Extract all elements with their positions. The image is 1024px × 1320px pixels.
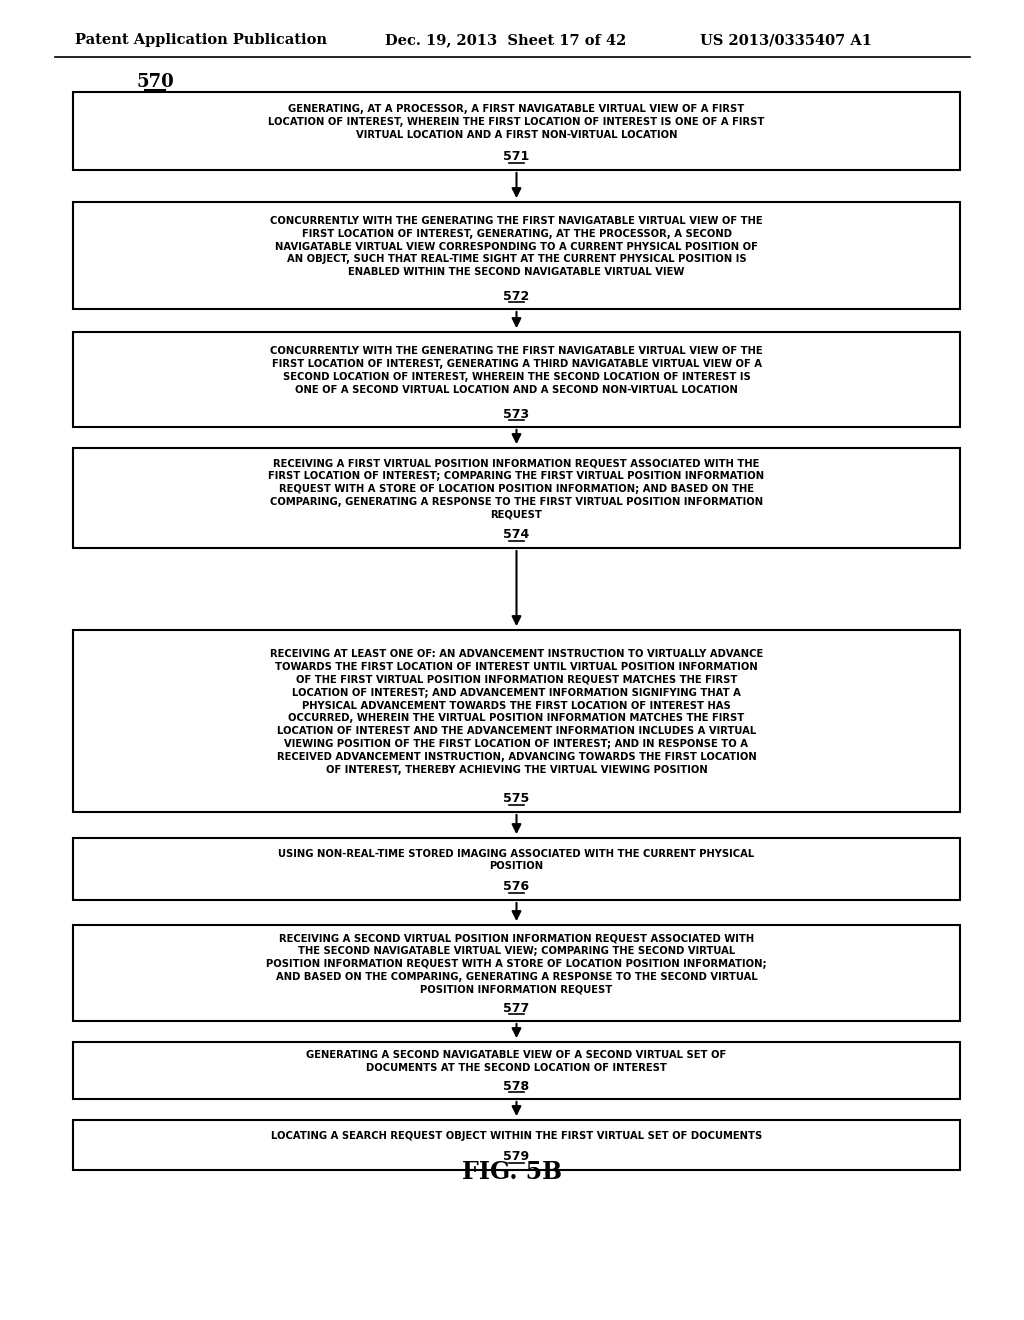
Text: CONCURRENTLY WITH THE GENERATING THE FIRST NAVIGATABLE VIRTUAL VIEW OF THE
FIRST: CONCURRENTLY WITH THE GENERATING THE FIR… xyxy=(270,216,763,277)
Text: RECEIVING AT LEAST ONE OF: AN ADVANCEMENT INSTRUCTION TO VIRTUALLY ADVANCE
TOWAR: RECEIVING AT LEAST ONE OF: AN ADVANCEMEN… xyxy=(270,649,763,775)
Text: RECEIVING A FIRST VIRTUAL POSITION INFORMATION REQUEST ASSOCIATED WITH THE
FIRST: RECEIVING A FIRST VIRTUAL POSITION INFOR… xyxy=(268,458,765,520)
Text: 571: 571 xyxy=(504,150,529,164)
Text: 578: 578 xyxy=(504,1080,529,1093)
Text: Dec. 19, 2013  Sheet 17 of 42: Dec. 19, 2013 Sheet 17 of 42 xyxy=(385,33,627,48)
Bar xyxy=(73,92,961,170)
Text: RECEIVING A SECOND VIRTUAL POSITION INFORMATION REQUEST ASSOCIATED WITH
THE SECO: RECEIVING A SECOND VIRTUAL POSITION INFO… xyxy=(266,933,767,994)
Text: 574: 574 xyxy=(504,528,529,541)
Bar xyxy=(73,447,961,548)
Text: LOCATING A SEARCH REQUEST OBJECT WITHIN THE FIRST VIRTUAL SET OF DOCUMENTS: LOCATING A SEARCH REQUEST OBJECT WITHIN … xyxy=(271,1131,762,1140)
Text: 572: 572 xyxy=(504,289,529,302)
Bar xyxy=(73,838,961,900)
Bar xyxy=(73,202,961,309)
Bar xyxy=(73,1119,961,1170)
Text: 577: 577 xyxy=(504,1002,529,1015)
Text: FIG. 5B: FIG. 5B xyxy=(462,1160,562,1184)
Text: 573: 573 xyxy=(504,408,529,421)
Text: GENERATING, AT A PROCESSOR, A FIRST NAVIGATABLE VIRTUAL VIEW OF A FIRST
LOCATION: GENERATING, AT A PROCESSOR, A FIRST NAVI… xyxy=(268,104,765,140)
Text: 576: 576 xyxy=(504,880,529,894)
Text: US 2013/0335407 A1: US 2013/0335407 A1 xyxy=(700,33,872,48)
Text: USING NON-REAL-TIME STORED IMAGING ASSOCIATED WITH THE CURRENT PHYSICAL
POSITION: USING NON-REAL-TIME STORED IMAGING ASSOC… xyxy=(279,849,755,871)
Text: 575: 575 xyxy=(504,792,529,805)
Bar xyxy=(73,333,961,426)
Text: GENERATING A SECOND NAVIGATABLE VIEW OF A SECOND VIRTUAL SET OF
DOCUMENTS AT THE: GENERATING A SECOND NAVIGATABLE VIEW OF … xyxy=(306,1051,727,1073)
Text: 579: 579 xyxy=(504,1151,529,1163)
Text: CONCURRENTLY WITH THE GENERATING THE FIRST NAVIGATABLE VIRTUAL VIEW OF THE
FIRST: CONCURRENTLY WITH THE GENERATING THE FIR… xyxy=(270,346,763,395)
Bar xyxy=(73,1041,961,1100)
Bar xyxy=(73,630,961,812)
Bar xyxy=(73,925,961,1020)
Text: 570: 570 xyxy=(136,73,174,91)
Text: Patent Application Publication: Patent Application Publication xyxy=(75,33,327,48)
